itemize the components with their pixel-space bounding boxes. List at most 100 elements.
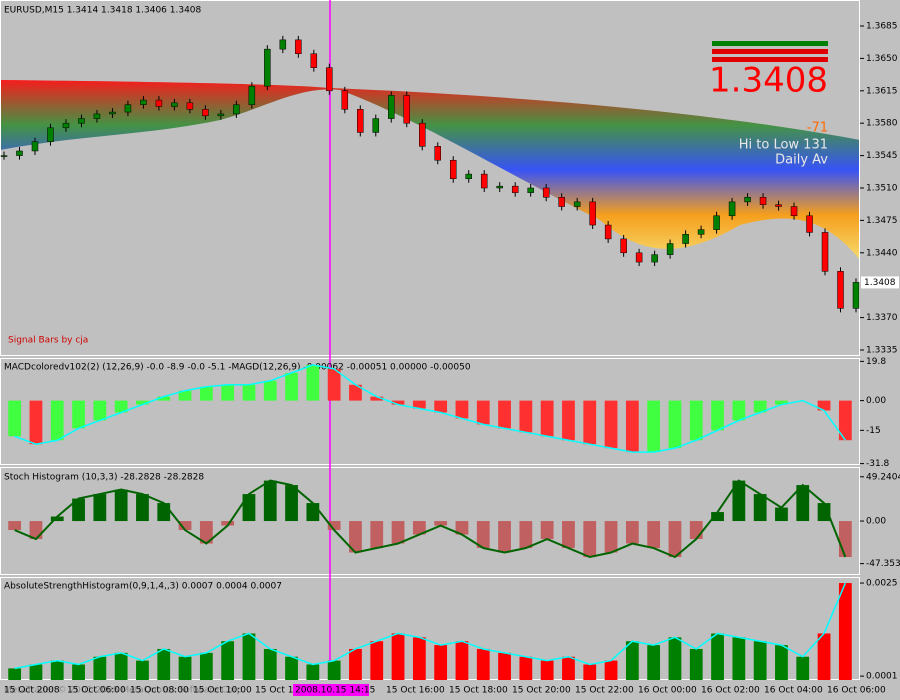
hist-bar — [540, 660, 554, 680]
cursor-time-box — [293, 684, 369, 696]
time-label: 15 Oct 16:00 — [386, 686, 445, 696]
candle — [558, 197, 565, 207]
hist-bar — [285, 485, 298, 522]
hist-bar — [689, 400, 703, 441]
axis-label: 1.3370 — [866, 313, 898, 323]
hist-bar — [72, 400, 85, 429]
candle — [326, 67, 333, 92]
candle — [635, 252, 643, 263]
candle — [62, 122, 70, 129]
candle — [449, 159, 457, 179]
hist-bar — [583, 664, 597, 680]
hist-bar — [689, 521, 703, 540]
hist-bar — [647, 521, 661, 549]
candle — [744, 197, 751, 203]
candle — [248, 85, 256, 105]
time-label: 15 Oct 2008 — [4, 686, 60, 696]
hist-bar — [306, 664, 320, 680]
hist-bar — [625, 400, 639, 453]
hist-bar — [817, 400, 831, 411]
hist-bar — [711, 633, 724, 680]
side-value: -71 — [807, 121, 828, 136]
time-label: 15 Oct 20:00 — [512, 686, 571, 696]
side-line: Daily Av — [775, 153, 828, 168]
candle — [434, 146, 441, 161]
candle — [697, 229, 705, 235]
hist-bar — [519, 521, 533, 549]
hist-bar — [455, 400, 469, 419]
candle — [233, 104, 240, 115]
axis-label: 0.00 — [866, 396, 886, 406]
hist-bar — [242, 494, 256, 522]
time-label: 16 Oct 00:00 — [638, 686, 697, 696]
hist-bar — [370, 521, 384, 549]
hist-bar — [519, 656, 533, 680]
hist-bar — [540, 400, 554, 437]
hist-bar — [349, 648, 362, 680]
candle — [264, 48, 271, 87]
candle — [295, 39, 302, 55]
hist-bar — [838, 583, 852, 680]
hist-bar — [221, 521, 235, 526]
candle — [573, 201, 581, 207]
hist-bar — [668, 521, 682, 558]
axis-label: -31.8 — [866, 459, 890, 469]
ash-title: AbsoluteStrengthHistogram(0,9,1,4,,3) 0.… — [4, 582, 282, 592]
candle — [341, 90, 349, 110]
hist-bar — [370, 641, 384, 680]
hist-bar — [50, 400, 64, 441]
big-price: 1.3408 — [709, 61, 828, 101]
candle — [759, 197, 767, 205]
hist-bar — [157, 503, 171, 522]
axis-label: 0.00 — [866, 517, 886, 527]
hist-bar — [647, 400, 661, 453]
hist-bar — [540, 521, 554, 540]
hist-bar — [29, 400, 43, 445]
candle — [604, 224, 612, 240]
hist-bar — [817, 633, 831, 680]
hist-bar — [306, 503, 320, 522]
candle — [837, 271, 844, 309]
last-price-tag — [861, 276, 899, 289]
time-label: 16 Oct 02:00 — [701, 686, 760, 696]
candle — [480, 173, 488, 189]
candle — [31, 141, 39, 152]
hist-bar — [838, 521, 852, 558]
hist-bar — [114, 652, 128, 680]
hist-bar — [8, 668, 22, 680]
hist-bar — [391, 633, 405, 680]
candle — [171, 102, 178, 107]
candle — [403, 95, 411, 124]
hist-line — [14, 364, 846, 453]
footer: MetaTrader © 2001-2008 MetaQuotes Softwa… — [4, 686, 245, 696]
hist-bar — [732, 637, 746, 680]
axis-label: 1.3335 — [866, 346, 898, 356]
hist-bar — [285, 372, 298, 401]
hist-bar — [498, 652, 511, 680]
time-label: 15 Oct 22:00 — [575, 686, 634, 696]
hist-bar — [391, 400, 405, 405]
candle — [852, 282, 860, 309]
hist-bar — [263, 380, 277, 401]
axis-label: 0.0001 — [866, 672, 898, 682]
hist-bar — [72, 664, 85, 680]
candle — [388, 95, 395, 119]
hist-bar — [370, 396, 384, 401]
time-label: 16 Oct 06:00 — [827, 686, 886, 696]
axis-label: 0.0025 — [866, 579, 898, 589]
hist-bar — [775, 400, 788, 405]
candle — [357, 109, 364, 133]
candle — [47, 127, 54, 142]
hist-bar — [689, 648, 703, 680]
candle — [651, 254, 658, 263]
candle — [0, 155, 8, 157]
candle — [16, 150, 23, 156]
candle — [109, 111, 116, 115]
candle — [372, 118, 380, 133]
hist-bar — [732, 480, 746, 522]
candle — [140, 99, 147, 105]
hist-bar — [668, 400, 682, 449]
hist-bar — [242, 633, 256, 680]
hist-bar — [434, 645, 448, 680]
